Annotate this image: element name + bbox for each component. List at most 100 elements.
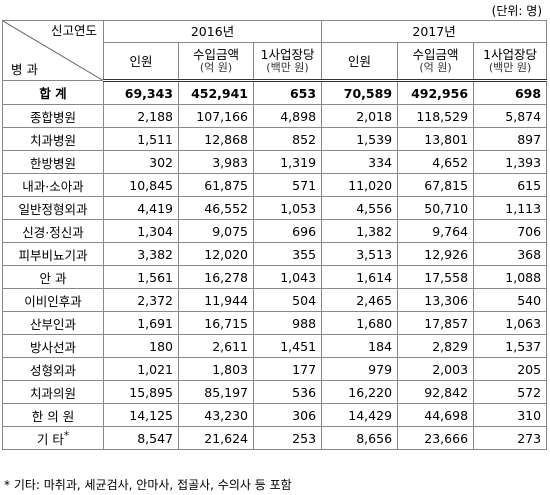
cell-value: 302: [149, 154, 173, 170]
cell-value: 13,306: [424, 292, 469, 308]
cell: 11,944: [178, 288, 254, 312]
cell: 43,230: [178, 403, 254, 427]
row-label-text: 내과·소아과: [22, 178, 84, 194]
cell: 2,018: [321, 104, 399, 128]
cell-value: 1,561: [137, 269, 173, 285]
cell: 536: [252, 380, 323, 404]
cell-value: 698: [514, 85, 542, 101]
row-label-text: 종합병원: [29, 109, 76, 125]
cell-value: 9,075: [212, 223, 248, 239]
cell-value: 2,188: [137, 108, 173, 124]
cell-value: 14,429: [348, 407, 393, 423]
cell-value: 310: [517, 407, 542, 423]
cell: 504: [252, 288, 323, 312]
row-label-text: 방사선과: [29, 339, 76, 355]
cell: 571: [252, 173, 323, 197]
row-label: 피부비뇨기과: [2, 242, 104, 266]
row-label-text: 한 의 원: [31, 408, 75, 424]
column-label: 1사업장당: [483, 47, 538, 62]
cell: 21,624: [178, 426, 254, 450]
cell-value: 572: [517, 384, 542, 400]
row-label: 종합병원: [2, 104, 104, 128]
cell-value: 184: [368, 338, 393, 354]
cell-value: 46,552: [204, 200, 248, 216]
cell-value: 17,558: [424, 269, 469, 285]
cell: 1,021: [103, 357, 179, 381]
cell: 16,278: [178, 265, 254, 289]
cell-value: 3,382: [137, 246, 173, 262]
column-header: 1사업장당 (백만 원): [473, 42, 548, 82]
cell-value: 3,513: [356, 246, 393, 262]
cell-value: 273: [517, 430, 542, 446]
table-row: 성형외과 1,021 1,803 177 979 2,003 205: [2, 357, 548, 381]
cell-value: 1,053: [280, 200, 317, 216]
cell: 2,465: [321, 288, 399, 312]
cell-value: 13,801: [424, 131, 469, 147]
cell-value: 2,372: [137, 292, 173, 308]
column-unit: (백만 원): [488, 61, 532, 74]
table-row: 내과·소아과 10,845 61,875 571 11,020 67,815 615: [2, 173, 548, 197]
cell-value: 1,021: [137, 361, 173, 377]
row-label: 신경·정신과: [2, 219, 104, 243]
row-label-text: 합 계: [39, 86, 67, 101]
cell-value: 5,874: [505, 108, 542, 124]
column-header: 수입금액 (억 원): [178, 42, 254, 82]
cell-value: 492,956: [411, 85, 469, 101]
cell: 852: [252, 127, 323, 151]
cell: 273: [473, 426, 548, 450]
cell-value: 180: [149, 338, 173, 354]
cell-value: 70,589: [343, 85, 393, 101]
cell: 334: [321, 150, 399, 174]
table-row: 일반정형외과 4,419 46,552 1,053 4,556 50,710 1,113: [2, 196, 548, 220]
cell-value: 8,547: [137, 430, 173, 446]
cell-value: 3,983: [212, 154, 248, 170]
cell: 4,419: [103, 196, 179, 220]
table-row: 종합병원 2,188 107,166 4,898 2,018 118,529 5,874: [2, 104, 548, 128]
cell-value: 8,656: [356, 430, 393, 446]
column-header: 인원: [103, 42, 179, 82]
cell: 1,691: [103, 311, 179, 335]
cell-value: 12,926: [424, 246, 469, 262]
cell-value: 50,710: [424, 200, 469, 216]
cell: 69,343: [103, 80, 179, 105]
cell-value: 2,829: [432, 338, 469, 354]
cell-value: 61,875: [204, 177, 248, 193]
row-label: 치과병원: [2, 127, 104, 151]
row-label: 일반정형외과: [2, 196, 104, 220]
cell: 897: [473, 127, 548, 151]
cell-value: 571: [292, 177, 317, 193]
cell: 13,306: [397, 288, 475, 312]
cell-value: 4,898: [280, 108, 317, 124]
cell-value: 4,652: [432, 154, 469, 170]
cell-value: 696: [292, 223, 317, 239]
cell-value: 1,614: [356, 269, 393, 285]
cell: 9,075: [178, 219, 254, 243]
cell: 13,801: [397, 127, 475, 151]
column-label: 인원: [348, 53, 372, 69]
cell: 1,088: [473, 265, 548, 289]
cell: 1,511: [103, 127, 179, 151]
cell: 1,537: [473, 334, 548, 358]
diagonal: [3, 21, 103, 80]
cell: 14,125: [103, 403, 179, 427]
corner-top: 신고연도: [50, 23, 97, 38]
subheader-row: 인원 수입금액 (억 원) 1사업장당 (백만 원) 인원 수입금액 (억 원) 1사업장당 (백…: [3, 42, 548, 82]
cell-value: 355: [292, 246, 317, 262]
cell: 1,451: [252, 334, 323, 358]
cell: 92,842: [397, 380, 475, 404]
cell: 23,666: [397, 426, 475, 450]
cell: 1,803: [178, 357, 254, 381]
cell: 1,113: [473, 196, 548, 220]
column-unit: (억 원): [419, 61, 452, 74]
cell: 46,552: [178, 196, 254, 220]
cell: 4,898: [252, 104, 323, 128]
column-header: 인원: [321, 42, 399, 82]
cell: 44,698: [397, 403, 475, 427]
row-label: 합 계: [2, 80, 104, 105]
cell: 1,319: [252, 150, 323, 174]
cell-value: 12,020: [204, 246, 248, 262]
cell: 540: [473, 288, 548, 312]
cell: 2,611: [178, 334, 254, 358]
cell: 3,382: [103, 242, 179, 266]
cell: 184: [321, 334, 399, 358]
